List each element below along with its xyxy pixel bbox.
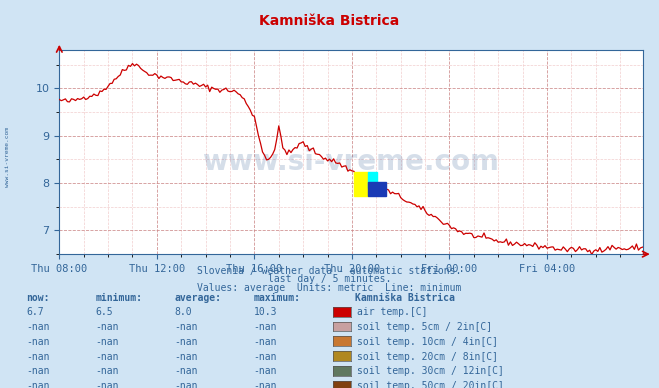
Text: Kamniška Bistrica: Kamniška Bistrica [260, 14, 399, 28]
Text: -nan: -nan [26, 322, 50, 332]
Bar [368, 182, 386, 196]
Text: soil temp. 50cm / 20in[C]: soil temp. 50cm / 20in[C] [357, 381, 504, 388]
Text: -nan: -nan [175, 366, 198, 376]
Text: soil temp. 10cm / 4in[C]: soil temp. 10cm / 4in[C] [357, 337, 498, 347]
Text: minimum:: minimum: [96, 293, 142, 303]
Text: -nan: -nan [175, 322, 198, 332]
Text: 8.0: 8.0 [175, 307, 192, 317]
Text: average:: average: [175, 293, 221, 303]
Text: -nan: -nan [175, 381, 198, 388]
Text: -nan: -nan [254, 352, 277, 362]
Text: last day / 5 minutes.: last day / 5 minutes. [268, 274, 391, 284]
Bar [368, 172, 377, 188]
Text: -nan: -nan [96, 352, 119, 362]
Text: Slovenia / weather data - automatic stations.: Slovenia / weather data - automatic stat… [197, 266, 462, 276]
Bar [354, 172, 368, 196]
Text: now:: now: [26, 293, 50, 303]
Text: -nan: -nan [96, 337, 119, 347]
Text: -nan: -nan [26, 381, 50, 388]
Text: www.si-vreme.com: www.si-vreme.com [202, 149, 500, 177]
Text: -nan: -nan [96, 322, 119, 332]
Text: Kamniška Bistrica: Kamniška Bistrica [355, 293, 455, 303]
Text: 10.3: 10.3 [254, 307, 277, 317]
Text: air temp.[C]: air temp.[C] [357, 307, 428, 317]
Text: 6.7: 6.7 [26, 307, 44, 317]
Text: www.si-vreme.com: www.si-vreme.com [5, 127, 11, 187]
Text: soil temp. 30cm / 12in[C]: soil temp. 30cm / 12in[C] [357, 366, 504, 376]
Text: soil temp. 20cm / 8in[C]: soil temp. 20cm / 8in[C] [357, 352, 498, 362]
Text: -nan: -nan [26, 337, 50, 347]
Text: Values: average  Units: metric  Line: minimum: Values: average Units: metric Line: mini… [197, 283, 462, 293]
Text: -nan: -nan [175, 352, 198, 362]
Text: -nan: -nan [254, 381, 277, 388]
Text: -nan: -nan [175, 337, 198, 347]
Text: maximum:: maximum: [254, 293, 301, 303]
Text: -nan: -nan [96, 381, 119, 388]
Text: -nan: -nan [254, 366, 277, 376]
Text: -nan: -nan [26, 352, 50, 362]
Text: 6.5: 6.5 [96, 307, 113, 317]
Text: -nan: -nan [26, 366, 50, 376]
Text: -nan: -nan [254, 337, 277, 347]
Text: -nan: -nan [254, 322, 277, 332]
Text: -nan: -nan [96, 366, 119, 376]
Text: soil temp. 5cm / 2in[C]: soil temp. 5cm / 2in[C] [357, 322, 492, 332]
